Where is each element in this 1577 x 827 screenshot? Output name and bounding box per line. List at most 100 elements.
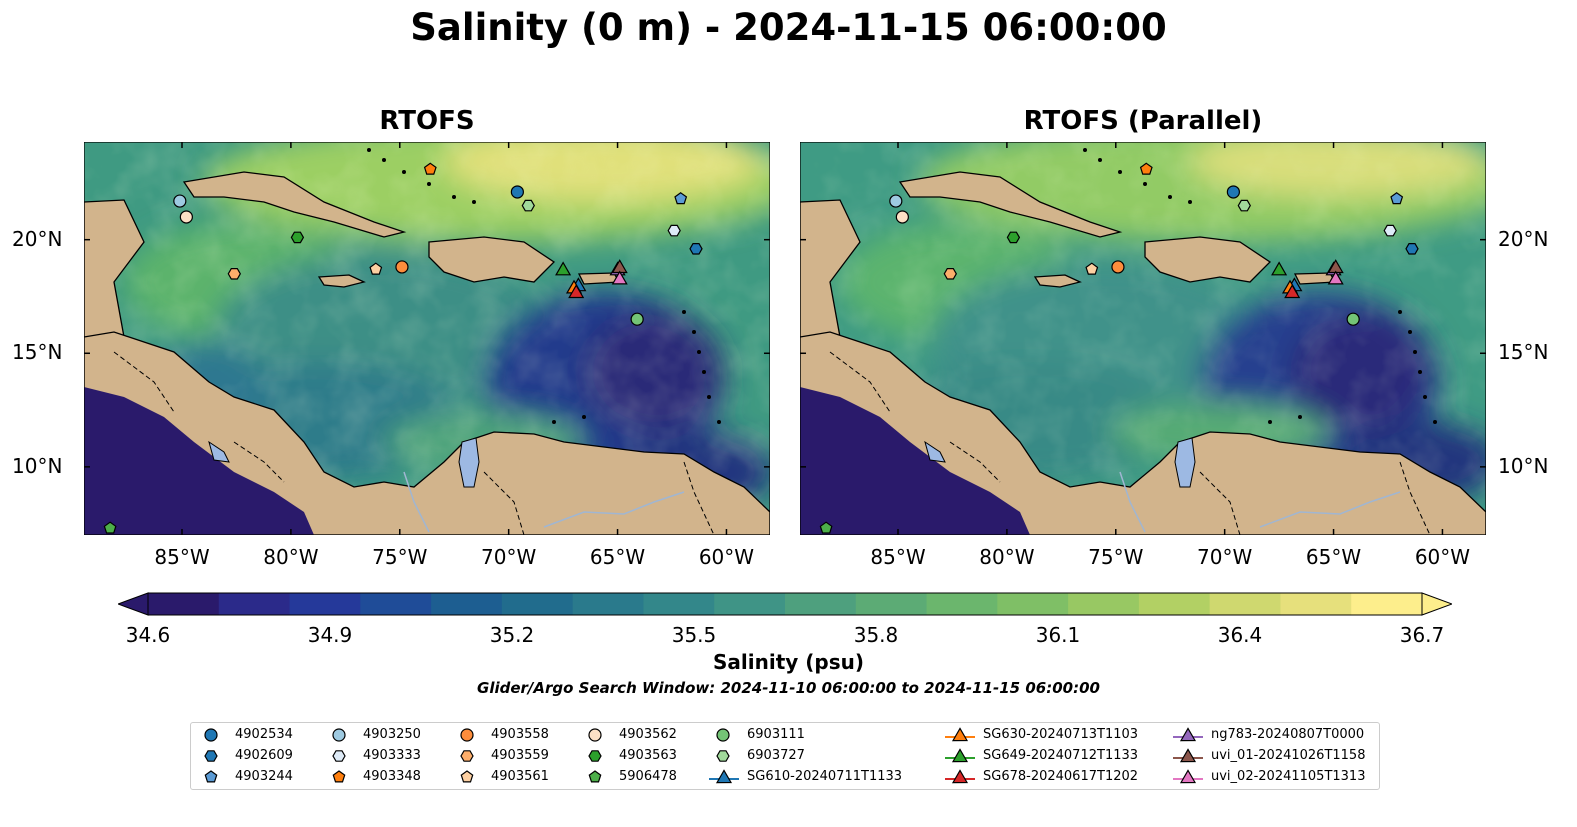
colorbar-level (572, 593, 645, 615)
platform-marker-SG678-20240617T1202 (568, 284, 585, 299)
lat-tick-label: 10°N (1498, 453, 1549, 478)
platform-marker-4903333 (667, 224, 681, 237)
legend-marker (588, 750, 602, 762)
colorbar-tick-label: 35.8 (853, 623, 899, 647)
platform-marker-4903563 (290, 231, 305, 244)
platform-marker-5906478 (103, 521, 117, 534)
legend-label: uvi_02-20241105T1313 (1211, 769, 1366, 784)
platform-marker-4903244 (1390, 192, 1404, 205)
colorbar-tick-label: 36.7 (1399, 623, 1445, 647)
colorbar-level (1138, 593, 1211, 615)
colorbar-level (855, 593, 928, 615)
platform-marker-4903559 (227, 267, 241, 280)
platform-marker-4903562 (895, 210, 909, 224)
platform-marker-SG678-20240617T1202 (1284, 284, 1301, 299)
platform-marker-4903562 (179, 210, 193, 224)
legend-label: 4903563 (619, 748, 677, 763)
platform-marker-uvi_02-20241105T1313 (1327, 270, 1344, 285)
legend-label: SG678-20240617T1202 (983, 769, 1139, 784)
platform-marker-4903244 (674, 192, 688, 205)
lon-tick-label: 60°W (698, 545, 755, 569)
platform-marker-4902534 (510, 185, 524, 199)
platform-marker-4903563 (1006, 231, 1021, 244)
platform-marker-4903250 (173, 194, 187, 208)
legend-marker (951, 727, 969, 742)
platform-marker-4903250 (889, 194, 903, 208)
colorbar-min-extension (118, 592, 149, 616)
legend-marker (460, 750, 474, 762)
platform-marker-4903558 (395, 260, 409, 274)
platform-marker-6903727 (1237, 199, 1251, 212)
lon-tick-label: 85°W (870, 545, 926, 569)
legend-marker (332, 770, 346, 783)
platform-marker-4902609 (1405, 242, 1419, 255)
legend-marker (1179, 769, 1197, 784)
lat-tick-label: 20°N (12, 226, 63, 251)
legend-marker (204, 750, 218, 762)
legend-marker (460, 770, 474, 783)
legend-marker (716, 728, 730, 742)
lon-tick-label: 65°W (589, 545, 646, 569)
platform-marker-SG649-20240712T1133 (555, 261, 572, 276)
platform-marker-6903111 (630, 312, 644, 326)
platform-marker-4903348 (1139, 162, 1153, 175)
panel-title-rtofs: RTOFS (379, 106, 475, 136)
legend-marker (951, 769, 969, 784)
platform-marker-4903348 (423, 162, 437, 175)
legend-label: 4902534 (235, 727, 293, 742)
lat-tick-label: 10°N (12, 453, 63, 478)
platform-marker-4903558 (1111, 260, 1125, 274)
legend-marker (204, 770, 218, 783)
panel-title-rtofs-parallel: RTOFS (Parallel) (1023, 106, 1263, 136)
colorbar-level (218, 593, 291, 615)
platform-marker-4903561 (1085, 262, 1099, 275)
lon-tick-label: 80°W (979, 545, 1035, 569)
legend-label: 5906478 (619, 769, 677, 784)
platform-legend: 4902534 4902609 4903244 4903250 4903333 49033… (190, 722, 1380, 790)
colorbar-max-extension (1421, 592, 1452, 616)
colorbar-level (1068, 593, 1140, 615)
legend-label: 4903333 (363, 748, 421, 763)
lon-tick-label: 75°W (1088, 545, 1144, 569)
colorbar-level (926, 593, 998, 615)
legend-label: uvi_01-20241026T1158 (1211, 748, 1366, 763)
colorbar-level (1280, 593, 1352, 615)
platform-marker-5906478 (819, 521, 833, 534)
legend-label: SG649-20240712T1133 (983, 748, 1139, 763)
colorbar-level (148, 593, 220, 615)
search-window-text: Glider/Argo Search Window: 2024-11-10 06… (477, 679, 1100, 697)
colorbar-level (643, 593, 715, 615)
map-rtofs-parallel (800, 142, 1486, 535)
legend-marker (332, 728, 346, 742)
colorbar-label: Salinity (psu) (712, 650, 864, 674)
colorbar-level (431, 593, 503, 615)
lon-tick-label: 65°W (1305, 545, 1362, 569)
colorbar-tick-label: 34.9 (307, 623, 353, 647)
platform-marker-4902609 (689, 242, 703, 255)
colorbar-tick-label: 36.1 (1035, 623, 1081, 647)
colorbar-level (785, 593, 857, 615)
legend-label: SG610-20240711T1133 (747, 769, 903, 784)
platform-marker-uvi_02-20241105T1313 (611, 270, 628, 285)
map-rtofs (84, 142, 770, 535)
legend-label: ng783-20240807T0000 (1211, 727, 1365, 742)
platform-marker-SG649-20240712T1133 (1271, 261, 1288, 276)
legend-marker (715, 769, 733, 784)
legend-marker (716, 750, 730, 762)
colorbar-tick-label: 36.4 (1217, 623, 1263, 647)
legend-label: 4903562 (619, 727, 677, 742)
legend-marker (588, 728, 602, 742)
lat-tick-label: 15°N (1498, 340, 1549, 365)
platform-marker-4903561 (369, 262, 383, 275)
legend-marker (460, 728, 474, 742)
platform-marker-6903727 (521, 199, 535, 212)
colorbar-tick-label: 35.2 (489, 623, 535, 647)
platform-marker-4902534 (1226, 185, 1240, 199)
lat-tick-label: 15°N (12, 340, 63, 365)
legend-marker (1179, 727, 1197, 742)
colorbar-level (501, 593, 574, 615)
legend-label: 4903250 (363, 727, 421, 742)
colorbar-tick-label: 34.6 (125, 623, 171, 647)
legend-marker (332, 750, 346, 762)
legend-label: 4903561 (491, 769, 549, 784)
